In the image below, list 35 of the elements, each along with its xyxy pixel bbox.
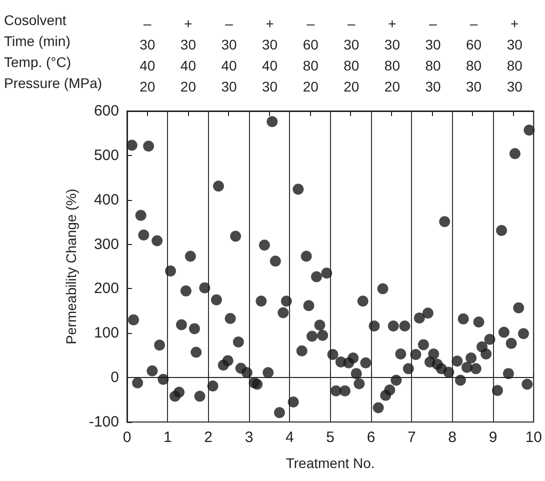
annotation: + 30 40 20: [180, 16, 196, 94]
x-tick-label: 10: [525, 429, 542, 446]
text: Temp. (°C): [4, 54, 72, 70]
annotation: + 30 80 20: [384, 16, 400, 94]
x-tick-label: 4: [285, 429, 294, 446]
annotation: + 30 40 30: [262, 16, 278, 94]
y-tick-label: -100: [88, 414, 119, 430]
y-tick-label: 300: [94, 236, 119, 253]
y-tick-label: 400: [94, 191, 119, 208]
x-axis-title: Treatment No.: [286, 455, 375, 471]
annotation: + 30 80 30: [506, 16, 523, 94]
text: Pressure (MPa): [4, 75, 102, 91]
y-tick-label: 600: [94, 102, 119, 120]
text: Cosolvent: [4, 12, 66, 28]
annotation: – 30 80 20: [344, 16, 360, 94]
x-tick-label: 8: [448, 429, 456, 446]
annotation: – 60 80 30: [466, 16, 482, 94]
y-tick-label: 100: [94, 324, 119, 342]
annotation: – 30 80 30: [425, 16, 441, 94]
x-tick-label: 2: [204, 429, 213, 446]
y-axis-title: Permeability Change (%): [63, 188, 80, 344]
x-tick-label: 5: [326, 429, 334, 446]
y-tick-label: 500: [94, 146, 119, 164]
y-tick-label: 200: [94, 280, 119, 298]
annotation: – 30 40 20: [140, 16, 156, 94]
x-tick-label: 0: [122, 429, 132, 446]
x-tick-label: 6: [366, 429, 376, 446]
x-tick-label: 1: [163, 429, 172, 446]
x-tick-label: 9: [488, 429, 498, 446]
x-tick-label: 7: [407, 429, 416, 446]
y-tick-label: 0: [110, 369, 119, 386]
text: Time (min): [4, 33, 70, 49]
x-tick-label: 3: [244, 429, 254, 446]
annotation: – 60 80 20: [302, 16, 319, 94]
annotation: – 30 40 30: [221, 16, 237, 94]
